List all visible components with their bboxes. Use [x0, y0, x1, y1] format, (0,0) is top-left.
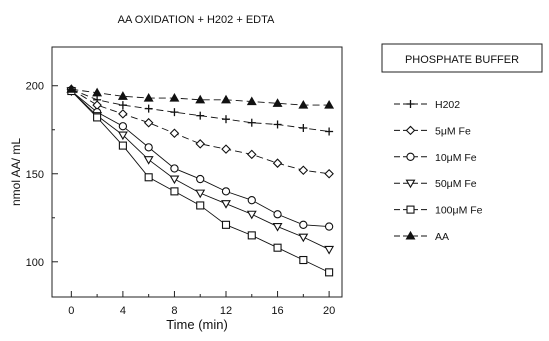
data-point-triangle-down [143, 156, 154, 165]
data-point-plus [299, 123, 308, 132]
data-point-plus [273, 120, 282, 129]
data-point-triangle-up [221, 94, 231, 104]
data-point-triangle-up [117, 91, 128, 100]
data-point-triangle-up [195, 94, 206, 104]
data-point-square [273, 243, 282, 252]
legend-marker-diamond [405, 125, 416, 136]
axes-group: 0 4 8 12 16 20 100 150 200 [26, 81, 336, 317]
x-tick-label: 4 [120, 305, 126, 317]
data-point-circle [144, 143, 153, 152]
data-point-triangle-down [195, 189, 206, 199]
legend-label: H202 [435, 99, 460, 111]
data-point-diamond [298, 165, 309, 176]
data-point-circle [118, 122, 128, 131]
data-point-plus [170, 108, 179, 117]
data-point-triangle-down [221, 200, 231, 209]
data-point-circle [221, 187, 231, 196]
data-point-triangle-up [324, 99, 335, 109]
y-tick-label: 100 [26, 257, 44, 269]
data-point-triangle-down [169, 175, 180, 185]
data-point-diamond [221, 144, 231, 154]
data-point-diamond [195, 139, 206, 149]
data-point-plus [118, 101, 127, 110]
series-line-triangle-up [71, 88, 330, 106]
data-point-plus [144, 104, 153, 113]
legend-label: 100μM Fe [435, 205, 483, 217]
data-point-plus [247, 118, 256, 127]
legend-marker-circle [406, 152, 415, 161]
data-point-square [170, 187, 179, 196]
data-point-triangle-down [117, 131, 128, 141]
x-tick-label: 12 [220, 305, 232, 317]
data-point-triangle-down [298, 233, 309, 243]
legend-title-box [381, 43, 543, 73]
data-point-square [299, 255, 308, 265]
data-point-triangle-up [143, 92, 154, 102]
data-point-square [221, 220, 231, 229]
data-point-triangle-up [272, 98, 283, 107]
plot-frame [51, 46, 343, 298]
x-tick-label: 8 [171, 305, 177, 317]
data-point-diamond [92, 100, 102, 110]
data-point-diamond [169, 128, 180, 139]
data-point-square [144, 173, 153, 182]
legend-title: PHOSPHATE BUFFER [405, 54, 519, 66]
data-point-diamond [272, 158, 283, 168]
y-tick-label: 150 [26, 169, 44, 181]
legend-marker-triangle-down [405, 179, 416, 189]
x-tick-label: 16 [271, 305, 283, 317]
series-line-diamond [71, 88, 330, 175]
data-point-square [196, 201, 205, 210]
data-point-triangle-down [246, 210, 257, 220]
x-tick-label: 20 [323, 305, 335, 317]
legend-label: 5μM Fe [435, 125, 471, 137]
data-point-circle [299, 220, 308, 229]
data-point-square [93, 113, 102, 122]
data-point-triangle-down [324, 245, 335, 255]
x-axis-label: Time (min) [166, 317, 228, 332]
data-point-circle [324, 222, 334, 231]
data-point-circle [170, 164, 179, 173]
x-tick-label: 0 [68, 305, 74, 317]
data-point-circle [273, 210, 282, 219]
chart-title: AA OXIDATION + H202 + EDTA [118, 14, 275, 26]
data-point-diamond [143, 117, 154, 128]
legend-label: AA [435, 231, 449, 243]
data-point-triangle-down [272, 223, 283, 232]
y-axis-label: nmol AA/ mL [9, 138, 23, 206]
data-point-triangle-up [169, 92, 180, 102]
data-point-diamond [246, 149, 257, 160]
data-point-square [325, 268, 334, 277]
data-point-plus [222, 115, 230, 124]
data-point-triangle-up [92, 87, 103, 97]
series-group [66, 84, 335, 277]
legend-label: 50μM Fe [435, 178, 477, 190]
data-point-square [118, 141, 127, 150]
data-point-diamond [118, 109, 128, 119]
y-tick-label: 200 [26, 81, 44, 93]
data-point-plus [325, 127, 334, 136]
data-point-triangle-up [246, 96, 257, 106]
legend-label: 10μM Fe [435, 152, 477, 164]
legend-group: H202 5μM Fe 10μM Fe 50μM Fe 100μM Fe AA [394, 99, 483, 243]
legend-marker-triangle-up [405, 230, 416, 240]
data-point-circle [196, 174, 205, 184]
legend-marker-square [406, 205, 415, 214]
data-point-diamond [324, 168, 334, 179]
data-point-triangle-up [66, 84, 77, 93]
data-point-plus [196, 111, 205, 120]
data-point-square [247, 231, 256, 240]
legend-marker-plus [406, 100, 415, 108]
data-point-triangle-up [298, 99, 309, 109]
data-point-circle [247, 196, 256, 205]
